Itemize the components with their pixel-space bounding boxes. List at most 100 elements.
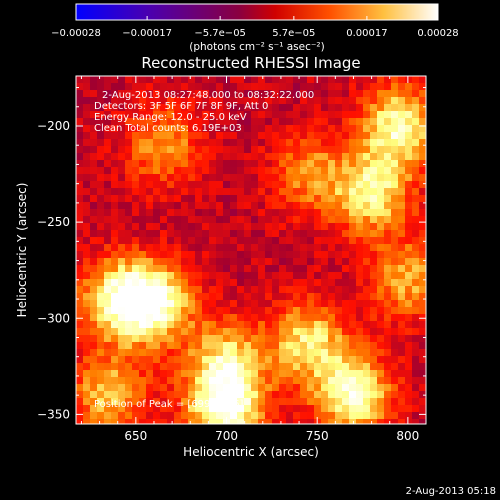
heatmap-cell	[398, 223, 405, 230]
heatmap-cell	[90, 405, 97, 412]
heatmap-cell	[139, 300, 146, 307]
heatmap-cell	[167, 111, 174, 118]
heatmap-cell	[230, 244, 237, 251]
heatmap-cell	[237, 286, 244, 293]
heatmap-cell	[195, 181, 202, 188]
heatmap-cell	[223, 335, 230, 342]
heatmap-cell	[300, 405, 307, 412]
heatmap-cell	[223, 356, 230, 363]
heatmap-cell	[384, 349, 391, 356]
heatmap-cell	[300, 265, 307, 272]
heatmap-cell	[125, 104, 132, 111]
heatmap-cell	[349, 209, 356, 216]
heatmap-cell	[90, 321, 97, 328]
heatmap-cell	[188, 244, 195, 251]
heatmap-cell	[279, 286, 286, 293]
heatmap-cell	[111, 181, 118, 188]
heatmap-cell	[216, 244, 223, 251]
heatmap-cell	[237, 97, 244, 104]
heatmap-cell	[195, 391, 202, 398]
heatmap-cell	[104, 174, 111, 181]
heatmap-cell	[76, 314, 83, 321]
heatmap-cell	[349, 279, 356, 286]
heatmap-cell	[244, 356, 251, 363]
heatmap-cell	[384, 279, 391, 286]
heatmap-cell	[377, 300, 384, 307]
heatmap-cell	[195, 237, 202, 244]
heatmap-cell	[377, 132, 384, 139]
heatmap-cell	[279, 265, 286, 272]
heatmap-cell	[97, 377, 104, 384]
heatmap-cell	[139, 377, 146, 384]
heatmap-cell	[83, 300, 90, 307]
heatmap-cell	[97, 412, 104, 419]
heatmap-cell	[139, 181, 146, 188]
heatmap-cell	[167, 286, 174, 293]
heatmap-cell	[405, 300, 412, 307]
heatmap-cell	[370, 258, 377, 265]
heatmap-cell	[398, 90, 405, 97]
heatmap-cell	[244, 370, 251, 377]
heatmap-cell	[307, 97, 314, 104]
heatmap-cell	[188, 321, 195, 328]
heatmap-cell	[293, 146, 300, 153]
heatmap-cell	[132, 83, 139, 90]
heatmap-cell	[76, 104, 83, 111]
heatmap-cell	[293, 237, 300, 244]
heatmap-cell	[419, 398, 426, 405]
heatmap-cell	[307, 230, 314, 237]
heatmap-cell	[307, 160, 314, 167]
heatmap-cell	[153, 363, 160, 370]
heatmap-cell	[244, 321, 251, 328]
heatmap-cell	[356, 167, 363, 174]
heatmap-cell	[244, 167, 251, 174]
heatmap-cell	[76, 391, 83, 398]
heatmap-cell	[349, 335, 356, 342]
heatmap-cell	[293, 335, 300, 342]
heatmap-cell	[405, 237, 412, 244]
heatmap-cell	[321, 349, 328, 356]
heatmap-cell	[202, 265, 209, 272]
heatmap-cell	[279, 174, 286, 181]
heatmap-cell	[398, 293, 405, 300]
heatmap-cell	[160, 251, 167, 258]
heatmap-cell	[363, 398, 370, 405]
heatmap-cell	[237, 181, 244, 188]
heatmap-cell	[118, 181, 125, 188]
heatmap-cell	[111, 90, 118, 97]
heatmap-cell	[223, 342, 230, 349]
heatmap-cell	[370, 335, 377, 342]
heatmap-cell	[195, 328, 202, 335]
heatmap-cell	[293, 230, 300, 237]
heatmap-cell	[83, 139, 90, 146]
heatmap-cell	[272, 265, 279, 272]
heatmap-cell	[321, 328, 328, 335]
heatmap-cell	[132, 104, 139, 111]
heatmap-cell	[412, 202, 419, 209]
heatmap-cell	[258, 377, 265, 384]
heatmap-cell	[160, 167, 167, 174]
heatmap-cell	[202, 384, 209, 391]
heatmap-cell	[111, 405, 118, 412]
heatmap-cell	[314, 258, 321, 265]
heatmap-cell	[181, 391, 188, 398]
heatmap-cell	[167, 314, 174, 321]
heatmap-cell	[230, 272, 237, 279]
heatmap-cell	[202, 97, 209, 104]
heatmap-cell	[181, 195, 188, 202]
y-axis-label: Heliocentric Y (arcsec)	[15, 183, 29, 318]
heatmap-cell	[398, 342, 405, 349]
heatmap-cell	[244, 279, 251, 286]
heatmap-cell	[363, 286, 370, 293]
heatmap-cell	[195, 300, 202, 307]
heatmap-cell	[111, 251, 118, 258]
heatmap-cell	[153, 111, 160, 118]
heatmap-cell	[293, 111, 300, 118]
heatmap-cell	[139, 195, 146, 202]
heatmap-cell	[335, 384, 342, 391]
heatmap-cell	[195, 398, 202, 405]
heatmap-cell	[174, 335, 181, 342]
heatmap-cell	[153, 251, 160, 258]
heatmap-cell	[167, 97, 174, 104]
heatmap-cell	[188, 377, 195, 384]
